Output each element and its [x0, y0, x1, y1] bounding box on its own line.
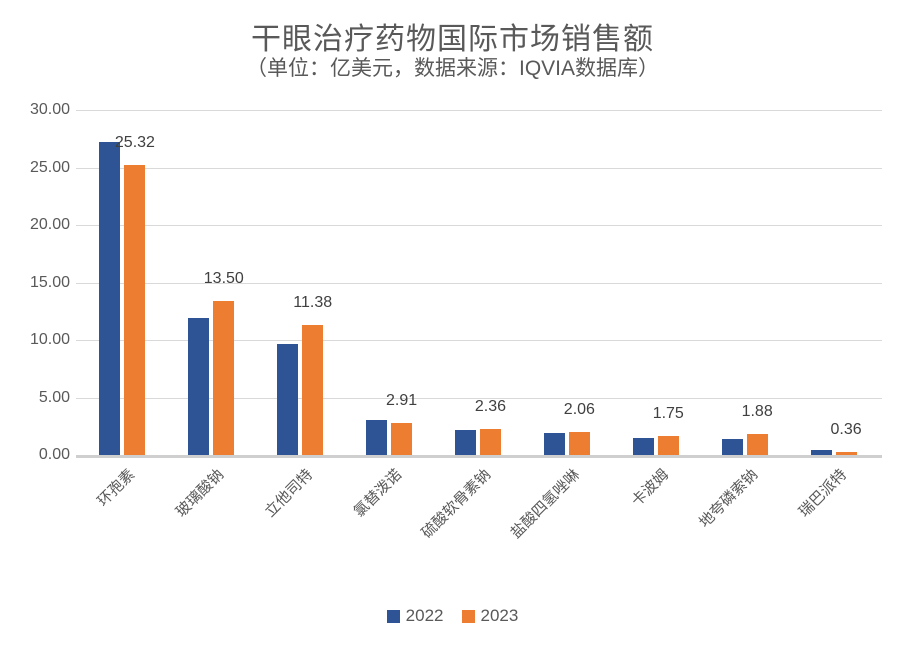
bar-2022: [454, 430, 476, 456]
x-axis-label: 卡波姆: [628, 466, 672, 510]
x-axis-label: 立他司特: [261, 466, 317, 521]
bar-2023: [746, 434, 768, 456]
y-tick-label: 0.00: [38, 446, 70, 463]
bar-2022: [188, 318, 210, 456]
data-label: 2.91: [386, 392, 418, 409]
x-axis-label: 瑞巴派特: [795, 466, 850, 521]
gridline: [76, 340, 882, 341]
x-axis-line: [76, 455, 882, 458]
y-tick-label: 5.00: [38, 388, 70, 406]
x-axis-label: 硫酸软骨素钠: [418, 466, 495, 542]
data-label: 0.36: [830, 421, 862, 438]
legend-label: 2022: [405, 606, 444, 625]
legend-item-2022: 2022: [386, 606, 444, 626]
bar-group: 2.91: [345, 111, 434, 456]
x-axis-label: 盐酸四氢唑啉: [507, 466, 584, 542]
bar-group: 1.75: [611, 111, 700, 456]
x-axis-label: 玻璃酸钠: [173, 466, 228, 521]
chart-subtitle: （单位：亿美元，数据来源：IQVIA数据库）: [245, 57, 659, 80]
x-axis: 环孢素 玻璃酸钠 立他司特 氯替泼诺 硫酸软骨素钠 盐酸四氢唑啉 卡波姆 地夸磷索钠 瑞巴派特: [78, 460, 878, 600]
gridline: [76, 282, 882, 284]
bar-2022: [543, 433, 565, 456]
bar-2022: [99, 142, 121, 456]
data-label: 2.06: [563, 401, 595, 418]
data-label: 1.75: [652, 405, 684, 422]
bar-2023: [568, 432, 590, 456]
legend-label: 2023: [480, 606, 519, 625]
y-tick-label: 15.00: [29, 273, 70, 291]
bar-2022: [366, 420, 388, 456]
y-tick-label: 30.00: [29, 101, 70, 118]
y-tick-label: 20.00: [29, 216, 70, 233]
legend-swatch-2022: [386, 609, 400, 623]
bar-2022: [721, 439, 743, 456]
bar-2022: [810, 450, 832, 456]
plot-area: 25.32 13.50 11.38 2.91 2.36 2.06 1.75 1.88 0.36: [76, 110, 882, 458]
bar-2023: [391, 423, 413, 456]
gridline: [76, 167, 882, 169]
bar-2022: [277, 344, 299, 456]
bar-group: 1.88: [700, 111, 789, 456]
data-label: 1.88: [741, 403, 773, 420]
bar-group: 2.06: [522, 111, 611, 456]
bar-group: 0.36: [789, 111, 878, 456]
data-label: 2.36: [474, 398, 507, 415]
x-axis-label: 环孢素: [94, 466, 139, 510]
bar-group: 13.50: [167, 111, 256, 456]
data-label: 25.32: [114, 134, 155, 151]
chart-title: 干眼治疗药物国际市场销售额: [251, 23, 654, 56]
bar-2023: [302, 325, 324, 456]
data-label: 13.50: [203, 270, 244, 287]
bar-2022: [632, 438, 654, 456]
legend: 2022 2023: [0, 606, 905, 626]
bar-group: 11.38: [256, 111, 345, 456]
y-tick-label: 25.00: [29, 158, 70, 176]
bar-2023: [657, 436, 679, 456]
x-axis-label: 地夸磷索钠: [695, 466, 761, 532]
data-label: 11.38: [293, 294, 333, 311]
bar-group: 25.32: [78, 111, 167, 456]
gridline: [76, 397, 882, 399]
bar-group: 2.36: [434, 111, 523, 456]
bar-2023: [479, 429, 501, 456]
legend-item-2023: 2023: [461, 606, 519, 626]
bar-2023: [213, 301, 235, 456]
gridline: [76, 110, 882, 111]
legend-swatch-2023: [461, 609, 475, 623]
y-tick-label: 10.00: [29, 331, 70, 348]
gridline: [76, 225, 882, 226]
bar-2023: [835, 452, 857, 456]
bar-2023: [124, 165, 146, 456]
x-axis-label: 氯替泼诺: [350, 466, 406, 521]
